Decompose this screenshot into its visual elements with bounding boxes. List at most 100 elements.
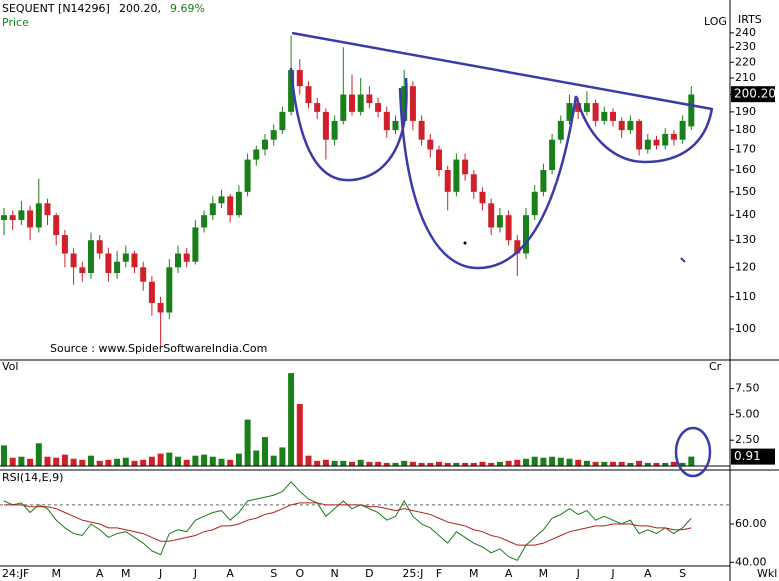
candle-body: [96, 240, 103, 254]
volume-bar: [479, 461, 486, 466]
x-tick-label: 24:JF: [2, 567, 29, 580]
candle-body: [27, 210, 34, 228]
unit-label: Cr: [709, 360, 722, 373]
volume-bar: [401, 460, 408, 466]
candle-body: [1, 215, 7, 221]
candle-body: [583, 103, 590, 112]
volume-bar: [383, 462, 390, 466]
volume-bar: [314, 460, 321, 466]
volume-bar: [235, 453, 242, 466]
cup-arc: [574, 95, 714, 164]
candle-body: [79, 267, 86, 274]
volume-bar: [688, 456, 695, 466]
volume-bar: [183, 459, 190, 466]
tick-mark: [680, 257, 686, 263]
y-tick-label: 140: [735, 208, 756, 221]
candle-body: [505, 215, 512, 241]
volume-bar: [244, 419, 251, 466]
candle-body: [253, 149, 260, 160]
x-tick-label: J: [193, 567, 197, 580]
candle-body: [44, 203, 51, 216]
volume-bar: [662, 462, 669, 466]
volume-bar: [253, 450, 260, 466]
volume-bar: [375, 461, 382, 466]
volume-bar: [349, 461, 355, 466]
volume-bar: [322, 459, 329, 466]
x-tick-label: N: [330, 567, 338, 580]
volume-bar: [218, 458, 225, 466]
rsi-line: [4, 502, 692, 546]
candle-body: [670, 133, 677, 140]
candle-body: [88, 240, 94, 274]
candle-body: [392, 120, 399, 131]
period-label: Wkl: [757, 567, 777, 580]
volume-bar: [201, 454, 208, 466]
volume-bar: [392, 462, 399, 466]
x-tick-label: M: [539, 567, 549, 580]
volume-bar: [131, 460, 138, 466]
scale-label: LOG: [704, 15, 727, 28]
volume-bar: [670, 461, 677, 466]
y-tick-label: 160: [735, 163, 756, 176]
x-tick-label: M: [51, 567, 61, 580]
x-tick-label: A: [644, 567, 652, 580]
volume-bar: [496, 461, 503, 466]
volume-bar: [1, 445, 7, 466]
volume-bar: [140, 459, 147, 466]
candle-body: [688, 94, 695, 127]
candle-body: [523, 215, 529, 254]
y-tick-label: 170: [735, 142, 756, 155]
volume-bar: [488, 462, 495, 466]
volume-bar: [540, 457, 547, 466]
x-tick-label: A: [505, 567, 513, 580]
candle-body: [148, 281, 155, 303]
candle-body: [209, 203, 216, 216]
volume-bar: [114, 458, 121, 466]
x-tick-label: J: [158, 567, 162, 580]
volume-bar: [279, 447, 286, 466]
volume-bar: [627, 462, 634, 466]
volume-bar: [305, 455, 312, 466]
volume-bar: [9, 457, 16, 466]
volume-bar: [436, 461, 442, 466]
candle-body: [557, 120, 564, 140]
volume-bar: [357, 459, 364, 466]
source-text: Source : www.SpiderSoftwareIndia.Com: [50, 342, 267, 355]
candle-body: [61, 235, 68, 254]
candle-body: [592, 103, 599, 121]
volume-bar: [514, 459, 521, 466]
candle-body: [314, 103, 321, 112]
y-tick-label: 220: [735, 55, 756, 68]
cup-arc: [398, 87, 578, 270]
candle-body: [540, 170, 547, 192]
candle-body: [305, 86, 312, 104]
volume-bar: [601, 461, 608, 466]
volume-bar: [296, 404, 303, 466]
volume-bar: [470, 462, 477, 466]
volume-bar: [35, 443, 42, 466]
y-tick-label: 100: [735, 322, 756, 335]
candle-body: [288, 70, 295, 112]
volume-bar: [122, 457, 129, 466]
volume-bar: [409, 461, 416, 466]
volume-bar: [462, 462, 469, 466]
candle-body: [462, 159, 469, 175]
volume-bar: [366, 461, 373, 466]
y-tick-label: 210: [735, 71, 756, 84]
x-tick-label: 25:J: [402, 567, 423, 580]
y-tick-label: 2.50: [735, 433, 760, 446]
candle-body: [131, 253, 138, 268]
last-volume-box: [731, 448, 775, 465]
candle-body: [566, 103, 573, 121]
volume-bar: [575, 459, 582, 466]
x-tick-label: A: [226, 567, 234, 580]
candle-body: [9, 215, 16, 221]
volume-bar: [96, 460, 103, 466]
volume-bar: [583, 460, 590, 466]
x-tick-label: J: [576, 567, 580, 580]
y-tick-label: 230: [735, 40, 756, 53]
volume-bar: [505, 460, 512, 466]
candle-body: [427, 139, 434, 150]
volume-bar: [88, 455, 94, 466]
